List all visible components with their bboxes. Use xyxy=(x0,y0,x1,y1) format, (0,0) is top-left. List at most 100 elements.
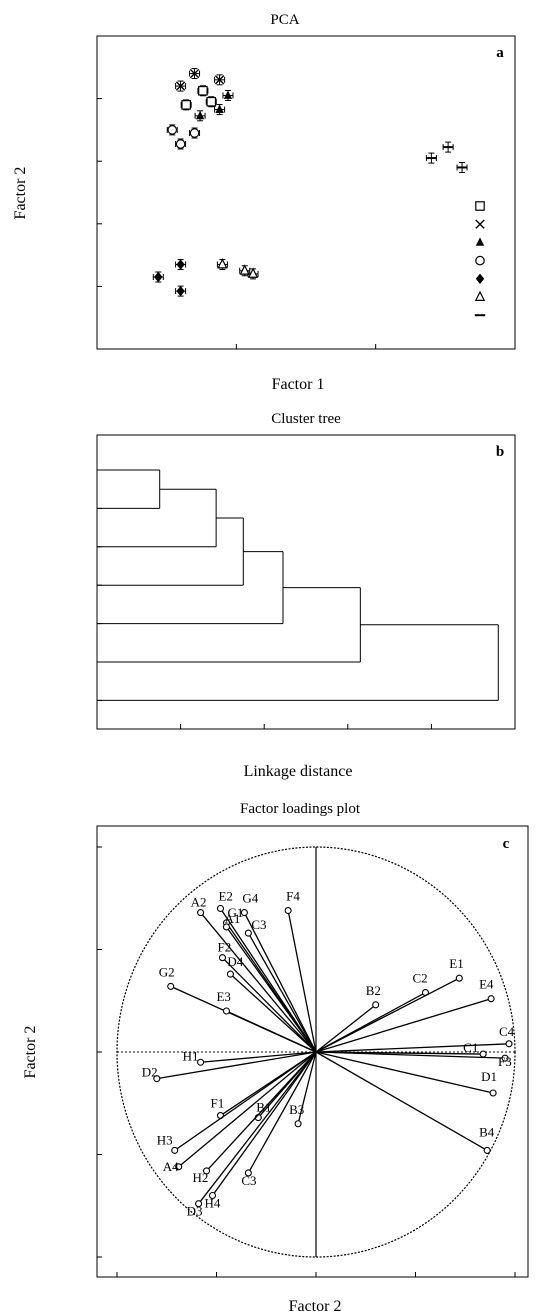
pca-point-series-1 xyxy=(206,96,217,107)
pca-panel-letter: a xyxy=(496,45,504,61)
loading-label-H4: H4 xyxy=(205,1196,221,1211)
legend-marker-6 xyxy=(474,290,486,301)
legend-marker-4 xyxy=(475,255,485,266)
pca-point-series-4 xyxy=(189,128,200,138)
cluster-dendrogram xyxy=(97,469,499,701)
pca-x-axis-label: Factor 1 xyxy=(272,376,325,393)
cluster-x-axis-label: Linkage distance xyxy=(244,763,353,780)
loading-vector-E3: E3 xyxy=(216,989,317,1053)
legend-marker-2 xyxy=(475,219,485,229)
loading-label-F4: F4 xyxy=(286,889,300,904)
cluster-merge-link xyxy=(97,517,244,586)
loadings-y-axis xyxy=(97,846,102,1258)
pca-point-series-2 xyxy=(189,68,200,79)
loading-label-B3: B3 xyxy=(289,1102,304,1117)
cluster-merge-link xyxy=(97,488,217,548)
pca-title: PCA xyxy=(270,12,299,28)
loading-label-D2: D2 xyxy=(142,1065,158,1080)
loading-vector-C3: C3 xyxy=(244,917,317,1053)
pca-point-series-5 xyxy=(176,259,185,270)
loading-vector-C4: C4 xyxy=(315,1024,515,1053)
loading-label-A4: A4 xyxy=(163,1159,179,1174)
loading-vector-F3: F3 xyxy=(315,1051,512,1069)
pca-point-series-6 xyxy=(239,264,250,275)
loading-label-G4: G4 xyxy=(242,891,258,906)
loading-label-C3: C3 xyxy=(241,1173,256,1188)
loading-vector-D4: D4 xyxy=(226,954,317,1053)
loading-label-D4: D4 xyxy=(227,954,243,969)
loading-label-D1: D1 xyxy=(481,1069,497,1084)
pca-point-series-3 xyxy=(195,110,205,120)
loading-vector-G2: G2 xyxy=(159,964,317,1053)
pca-point-series-1 xyxy=(181,100,191,110)
pca-point-series-3 xyxy=(215,104,224,113)
cluster-plot-frame xyxy=(96,434,516,730)
loading-label-B1: B1 xyxy=(256,1100,271,1115)
pca-plot-frame xyxy=(96,35,516,350)
pca-legend xyxy=(474,201,486,317)
loading-label-H2: H2 xyxy=(193,1170,209,1185)
pca-x-axis xyxy=(96,344,516,349)
pca-point-series-2 xyxy=(175,81,186,91)
loading-label-E3: E3 xyxy=(216,989,230,1004)
loading-label-G2: G2 xyxy=(159,964,175,979)
loading-label-B2: B2 xyxy=(366,983,381,998)
pca-panel: PCA a Factor 1 Factor 2 xyxy=(12,12,516,393)
loading-vector-F2: F2 xyxy=(217,940,317,1053)
loading-vector-E2: E2 xyxy=(216,889,317,1053)
pca-point-series-6 xyxy=(217,258,228,269)
cluster-x-axis xyxy=(96,724,516,729)
loadings-x-axis-label: Factor 2 xyxy=(289,1298,342,1315)
pca-y-axis-label: Factor 2 xyxy=(12,167,29,220)
loading-label-C3: C3 xyxy=(251,917,266,932)
pca-points xyxy=(152,68,468,297)
cluster-panel: Cluster tree b Linkage distance xyxy=(96,411,516,780)
legend-marker-5 xyxy=(475,273,485,284)
loading-label-F1: F1 xyxy=(210,1096,224,1111)
loading-label-A1: A1 xyxy=(224,911,240,926)
loadings-x-axis xyxy=(116,1272,516,1277)
loading-vector-C3: C3 xyxy=(241,1051,317,1188)
loadings-y-axis-label: Factor 2 xyxy=(22,1026,39,1079)
cluster-merge-link xyxy=(97,587,361,663)
loading-label-C2: C2 xyxy=(412,971,427,986)
loadings-panel-letter: c xyxy=(503,836,510,852)
loading-vector-B4: B4 xyxy=(315,1051,495,1154)
loading-vector-B2: B2 xyxy=(315,983,381,1053)
loading-vector-A1: A1 xyxy=(222,911,317,1053)
cluster-merge-link xyxy=(97,624,499,701)
loading-vector-B3: B3 xyxy=(289,1051,317,1128)
pca-point-series-1 xyxy=(198,85,208,96)
loading-label-C4: C4 xyxy=(499,1024,515,1039)
loading-vector-H3: H3 xyxy=(157,1051,317,1154)
cluster-merge-link xyxy=(97,469,161,509)
loading-vector-F4: F4 xyxy=(284,889,317,1053)
loading-label-H1: H1 xyxy=(183,1048,199,1063)
loading-label-F3: F3 xyxy=(498,1054,512,1069)
pca-point-series-4 xyxy=(175,139,186,149)
loading-vector-A2: A2 xyxy=(191,895,317,1053)
loading-vector-G4: G4 xyxy=(240,891,317,1053)
loading-label-C1: C1 xyxy=(463,1040,478,1055)
loadings-panel: Factor loadings plot c Factor 2 Factor 2… xyxy=(22,801,529,1315)
legend-marker-1 xyxy=(475,201,485,211)
pca-point-series-2 xyxy=(214,75,225,85)
pca-point-series-5 xyxy=(154,271,163,283)
legend-marker-3 xyxy=(475,237,485,246)
pca-y-axis xyxy=(97,35,102,350)
pca-point-series-5 xyxy=(176,285,185,297)
pca-point-series-3 xyxy=(223,90,233,99)
loading-label-E4: E4 xyxy=(479,977,494,992)
loading-label-E1: E1 xyxy=(449,956,463,971)
loading-label-G1: G1 xyxy=(227,905,243,920)
loading-label-A2: A2 xyxy=(191,895,207,910)
loading-vector-D3: D3 xyxy=(187,1051,317,1219)
loading-vector-D2: D2 xyxy=(142,1051,317,1083)
pca-point-series-6 xyxy=(247,267,259,278)
loading-label-F2: F2 xyxy=(217,940,231,955)
loadings-title: Factor loadings plot xyxy=(240,801,361,817)
loading-vector-E1: E1 xyxy=(315,956,464,1053)
loading-label-E2: E2 xyxy=(218,889,232,904)
